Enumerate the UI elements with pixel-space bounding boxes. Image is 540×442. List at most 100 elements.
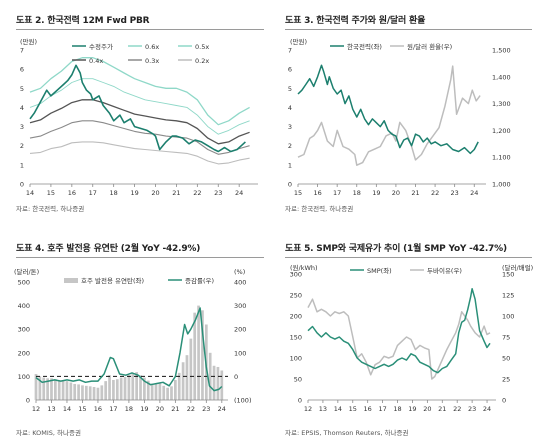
coal-price-bar <box>81 385 84 400</box>
y-tick-label-left: 150 <box>290 334 302 342</box>
legend-stock: 한국전력(좌) <box>347 42 382 51</box>
x-tick-label: 19 <box>130 189 138 197</box>
coal-price-bar <box>119 377 123 400</box>
coal-price-bar <box>69 382 73 400</box>
coal-price-bar <box>108 375 111 400</box>
coal-price-bar <box>170 386 173 400</box>
y-tick-label-left: 7 <box>288 47 292 55</box>
fx-line <box>297 65 481 166</box>
y-tick-label-right: 150 <box>502 271 514 279</box>
coal-price-bar <box>177 372 181 400</box>
legend-coal-price-swatch <box>64 278 78 283</box>
x-tick-label: 21 <box>438 405 446 413</box>
coal-price-bar <box>96 387 100 400</box>
legend-yoy: 증감률(우) <box>185 277 214 285</box>
y-tick-label-left: 2 <box>288 142 292 150</box>
y-tick-label: 3 <box>20 123 24 131</box>
y-axis-unit-right: (%) <box>234 268 245 276</box>
y-tick-label-right: 1,200 <box>492 127 511 135</box>
coal-price-bar <box>123 376 127 400</box>
coal-price-bar <box>42 377 46 400</box>
legend-0.6x: 0.6x <box>145 43 159 51</box>
y-tick-label-right: 1,100 <box>492 154 511 162</box>
coal-price-bar <box>88 386 92 400</box>
y-tick-label-left: 300 <box>18 326 30 334</box>
yoy-line <box>35 307 223 392</box>
x-tick-label: 17 <box>333 189 341 197</box>
y-tick-label-left: 100 <box>18 373 30 381</box>
coal-price-bar <box>220 370 224 400</box>
x-tick-label: 16 <box>94 405 102 413</box>
y-tick-label-right: 25 <box>502 376 510 384</box>
x-tick-label: 15 <box>78 405 86 413</box>
x-tick-label: 18 <box>125 405 133 413</box>
y-axis-unit: (만원) <box>20 37 37 46</box>
y-tick-label-left: 3 <box>288 123 292 131</box>
source-stock-fx: 자료: 한국전력, 하나증권 <box>285 205 354 213</box>
x-tick-label: 23 <box>202 405 210 413</box>
x-tick-label: 20 <box>151 189 159 197</box>
coal-price-bar <box>139 375 142 400</box>
coal-price-bar <box>162 385 166 400</box>
y-tick-label-left: 0 <box>26 397 30 405</box>
y-tick-label-right: 1,400 <box>492 73 511 81</box>
y-tick-label-left: 50 <box>294 376 302 384</box>
price-line <box>29 64 246 153</box>
coal-price-bar <box>193 312 197 400</box>
coal-price-bar <box>146 380 150 400</box>
panel-title-smp: 도표 5. SMP와 국제유가 추이 (1월 SMP YoY -42.7%) <box>285 244 507 254</box>
coal-price-bar <box>185 355 189 400</box>
coal-price-bar <box>34 374 38 400</box>
x-tick-label: 16 <box>364 405 372 413</box>
y-tick-label: 5 <box>20 85 24 93</box>
coal-price-bar <box>174 379 177 400</box>
coal-price-bar <box>104 381 108 400</box>
y-axis-unit-left: (달러/톤) <box>14 267 39 276</box>
x-tick-label: 14 <box>334 405 342 413</box>
smp-oil-chart: (원/kWh) (달러/배럴) 0 50 100 150 200 250 300 0 25 50 75 1… <box>290 263 534 413</box>
y-tick-label-left: 400 <box>18 302 30 310</box>
y-tick-label-right: 75 <box>502 334 510 342</box>
coal-price-bar <box>46 378 49 400</box>
x-tick-label: 20 <box>423 405 431 413</box>
y-tick-label: 2 <box>20 142 24 150</box>
coal-price-bar <box>135 372 138 400</box>
stock-line <box>297 64 479 155</box>
coal-price-bar <box>61 380 65 400</box>
legend-0.4x: 0.4x <box>89 57 103 65</box>
legend-수정주가: 수정주가 <box>89 42 113 51</box>
coal-price-bar <box>50 378 53 400</box>
y-tick-label: 0 <box>20 181 24 189</box>
smp-line <box>307 287 491 374</box>
y-tick-label-left: 100 <box>290 355 302 363</box>
y-tick-label-right: 100 <box>502 313 514 321</box>
y-tick-label-right: 0 <box>234 373 238 381</box>
coal-price-bar <box>201 310 204 400</box>
x-tick-label: 22 <box>431 189 439 197</box>
legend-smp: SMP(좌) <box>367 266 392 275</box>
x-tick-label: 18 <box>110 189 118 197</box>
x-tick-label: 24 <box>483 405 491 413</box>
legend-coal-price: 호주 발전용 유연탄(좌) <box>81 276 144 285</box>
x-tick-label: 21 <box>171 405 179 413</box>
coal-price-bar <box>158 383 162 400</box>
source-pbr: 자료: 한국전력, 하나증권 <box>16 205 85 213</box>
panel-title-coal: 도표 4. 호주 발전용 유연탄 (2월 YoY -42.9%) <box>16 244 201 254</box>
x-tick-label: 12 <box>304 405 312 413</box>
coal-price-bar <box>150 383 154 400</box>
panel-rule-pbr <box>16 29 264 30</box>
y-tick-label-right: 1,000 <box>492 181 511 189</box>
coal-price-bar <box>73 383 77 400</box>
y-tick-label-right: 0 <box>502 397 506 405</box>
coal-price-bar <box>92 387 96 400</box>
legend-0.3x: 0.3x <box>145 57 159 65</box>
band-line-0.2x <box>29 141 250 165</box>
x-tick-label: 17 <box>109 405 117 413</box>
legend-dubai-oil: 두바이유(우) <box>427 266 462 275</box>
y-tick-label-right: 300 <box>234 302 246 310</box>
legend-0.2x: 0.2x <box>195 57 209 65</box>
y-tick-label-right: 100 <box>234 349 246 357</box>
y-tick-label-left: 250 <box>290 292 302 300</box>
x-tick-label: 13 <box>319 405 327 413</box>
